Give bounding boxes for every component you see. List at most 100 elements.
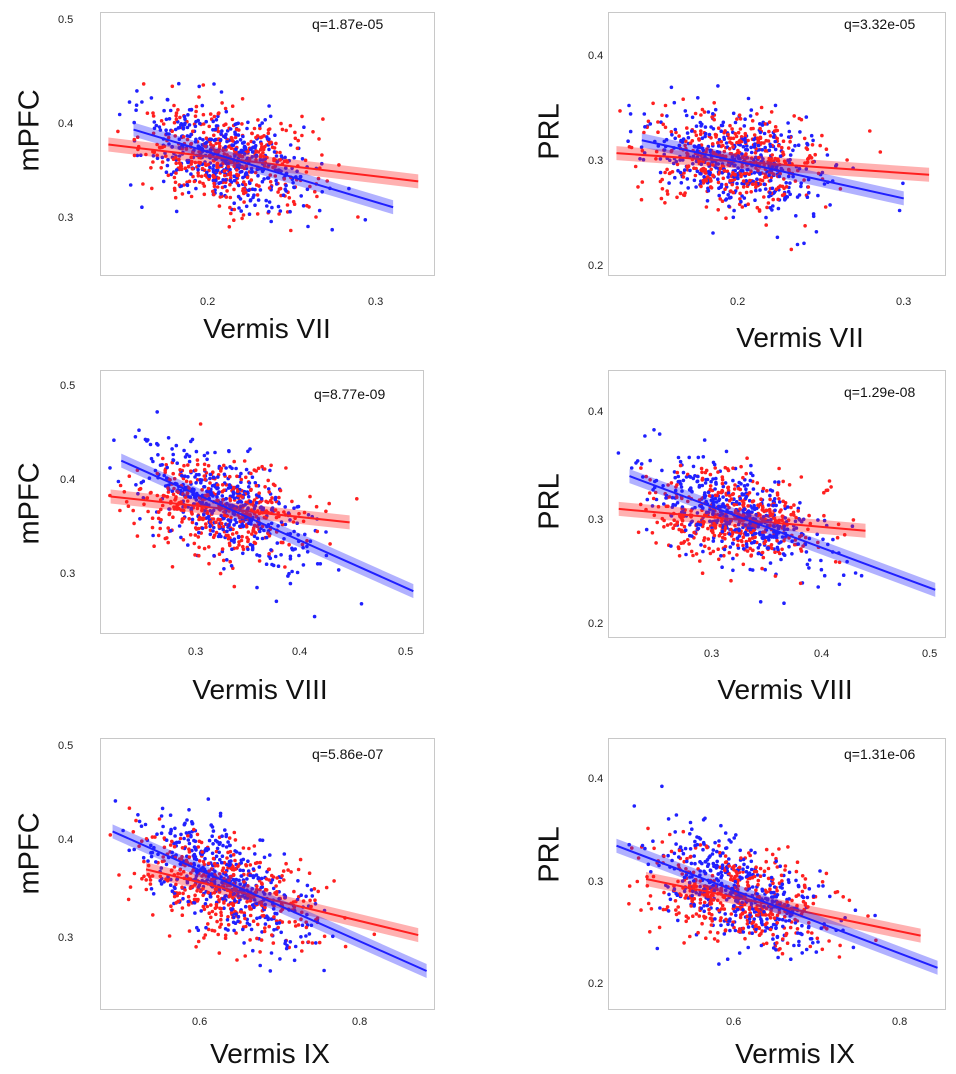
- data-point: [197, 472, 201, 477]
- data-point: [753, 198, 757, 202]
- data-point: [185, 818, 189, 822]
- data-point: [758, 188, 762, 192]
- x-axis-label: Vermis VII: [203, 313, 331, 344]
- data-point: [690, 889, 695, 894]
- data-point: [787, 918, 792, 923]
- data-point: [295, 570, 300, 575]
- data-point: [264, 499, 268, 504]
- data-point: [652, 428, 656, 432]
- data-point: [757, 909, 761, 913]
- data-point: [648, 894, 653, 898]
- regression-line: [629, 475, 936, 591]
- data-point: [215, 483, 220, 487]
- data-point: [697, 892, 702, 897]
- data-point: [196, 535, 201, 539]
- data-point: [199, 909, 203, 913]
- data-point: [292, 202, 297, 206]
- data-point: [324, 530, 328, 534]
- data-point: [764, 535, 768, 540]
- data-point: [811, 138, 815, 143]
- data-point: [206, 463, 211, 468]
- data-point: [733, 153, 737, 157]
- data-point: [679, 522, 684, 527]
- data-point: [156, 510, 161, 514]
- data-point: [727, 857, 731, 861]
- data-point: [223, 160, 228, 164]
- data-point: [156, 852, 160, 857]
- data-point: [164, 170, 169, 174]
- data-point: [719, 875, 723, 880]
- data-point: [733, 131, 738, 136]
- data-point: [761, 555, 766, 560]
- data-point: [296, 879, 300, 883]
- data-point: [678, 463, 683, 468]
- data-point: [717, 150, 721, 155]
- data-point: [681, 97, 685, 101]
- data-point: [283, 155, 287, 160]
- data-point: [737, 502, 742, 506]
- data-point: [780, 547, 784, 552]
- data-point: [742, 124, 747, 128]
- data-point: [763, 929, 767, 933]
- data-point: [760, 550, 765, 555]
- data-point: [256, 466, 261, 471]
- data-point: [762, 873, 766, 877]
- data-point: [702, 438, 707, 442]
- data-point: [680, 489, 684, 493]
- data-point: [222, 567, 226, 571]
- data-point: [669, 130, 674, 134]
- data-point: [260, 838, 265, 843]
- data-point: [189, 194, 194, 199]
- data-point: [782, 601, 786, 605]
- data-point: [765, 917, 769, 921]
- data-point: [675, 501, 680, 505]
- data-point: [215, 165, 219, 170]
- data-point: [777, 497, 781, 501]
- data-point: [143, 437, 148, 442]
- q-value: q=8.77e-09: [314, 386, 386, 402]
- data-point: [743, 131, 748, 136]
- data-point: [735, 553, 739, 557]
- data-point: [170, 850, 174, 855]
- data-point: [774, 926, 778, 931]
- data-point: [215, 919, 219, 924]
- data-point: [718, 523, 722, 528]
- data-point: [222, 906, 226, 910]
- data-point: [343, 944, 348, 949]
- data-point: [312, 614, 317, 619]
- data-point: [753, 906, 758, 911]
- data-point: [244, 164, 248, 168]
- data-point: [172, 175, 177, 180]
- data-point: [267, 534, 272, 538]
- data-point: [751, 528, 756, 533]
- data-point: [784, 181, 788, 185]
- data-point: [174, 117, 179, 122]
- data-point: [646, 862, 651, 867]
- data-point: [225, 189, 229, 193]
- data-point: [288, 143, 293, 147]
- data-point: [177, 157, 181, 162]
- data-point: [720, 199, 725, 203]
- data-point: [211, 842, 215, 846]
- data-point: [227, 843, 232, 848]
- data-point: [255, 585, 259, 590]
- data-point: [166, 526, 170, 530]
- data-point: [162, 880, 166, 884]
- data-point: [214, 118, 219, 122]
- data-point: [183, 166, 188, 170]
- data-point: [804, 167, 809, 171]
- data-point: [709, 479, 713, 484]
- data-point: [667, 181, 671, 185]
- data-point: [209, 148, 213, 153]
- data-point: [730, 492, 735, 497]
- data-point: [756, 143, 761, 148]
- data-point: [238, 519, 242, 524]
- data-point: [292, 529, 296, 534]
- data-point: [271, 886, 276, 891]
- data-point: [258, 147, 263, 152]
- data-point: [219, 90, 224, 94]
- data-point: [174, 114, 178, 118]
- data-point: [726, 491, 731, 495]
- data-point: [676, 474, 681, 479]
- data-point: [744, 190, 749, 195]
